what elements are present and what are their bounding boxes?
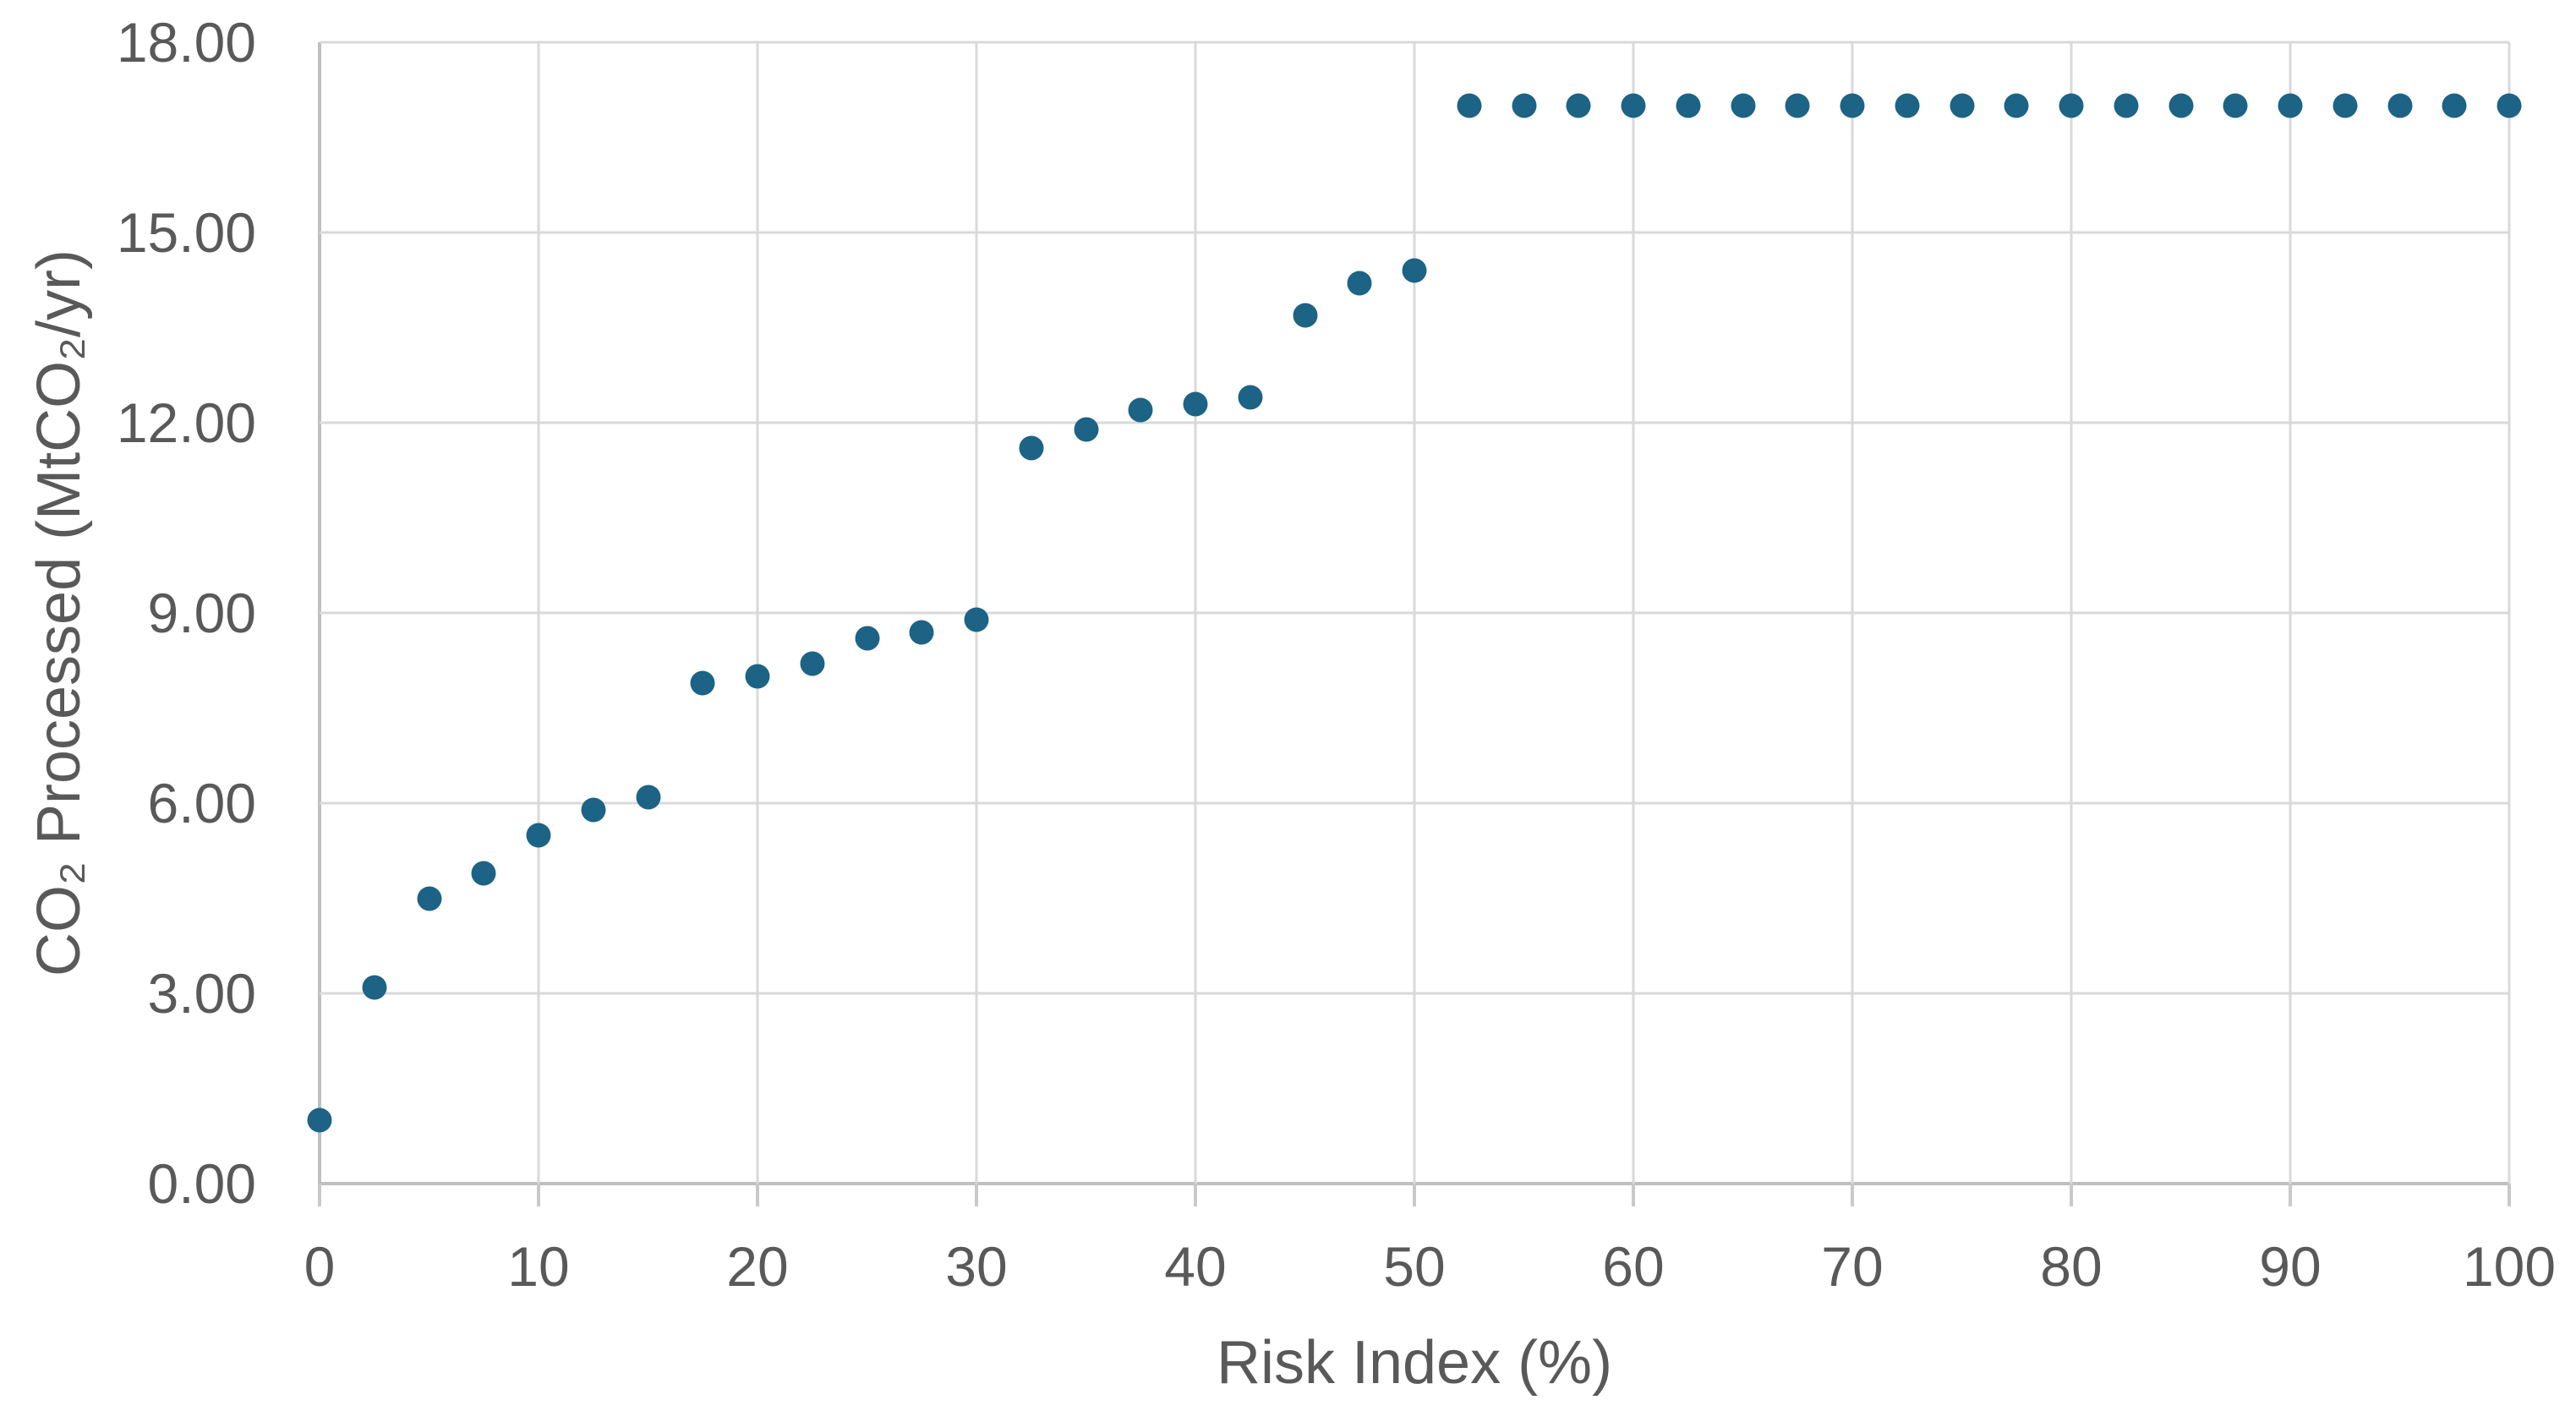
data-point[interactable] (1402, 258, 1427, 283)
data-point[interactable] (1731, 93, 1755, 118)
x-tick-label: 50 (1383, 1235, 1446, 1298)
y-tick-label: 6.00 (147, 772, 256, 834)
x-axis-tick-labels: 0 10 20 30 40 50 60 70 80 90 100 (304, 1234, 2556, 1302)
data-point[interactable] (1512, 93, 1536, 118)
vertical-gridline (1851, 42, 1854, 1184)
data-point[interactable] (2169, 93, 2193, 118)
x-tick-mark (2508, 1184, 2511, 1206)
x-tick-mark (1413, 1184, 1416, 1206)
data-point[interactable] (800, 651, 825, 676)
x-tick-mark (1632, 1184, 1635, 1206)
data-point[interactable] (1950, 93, 1974, 118)
data-point[interactable] (362, 975, 387, 999)
x-tick-label: 40 (1164, 1235, 1227, 1298)
vertical-gridline (1194, 42, 1197, 1184)
vertical-gridline (2508, 42, 2511, 1184)
data-point[interactable] (2278, 93, 2303, 118)
data-point[interactable] (1676, 93, 1701, 118)
data-point[interactable] (581, 797, 606, 822)
data-point[interactable] (526, 823, 551, 847)
data-point[interactable] (1895, 93, 1920, 118)
data-point[interactable] (417, 886, 441, 911)
data-point[interactable] (745, 664, 770, 689)
vertical-gridline (537, 42, 540, 1184)
data-point[interactable] (1785, 93, 1810, 118)
y-tick-label: 12.00 (116, 391, 256, 454)
data-point[interactable] (1019, 435, 1044, 461)
data-point[interactable] (2497, 93, 2522, 118)
data-point[interactable] (2333, 93, 2358, 118)
x-tick-mark (2070, 1184, 2073, 1206)
data-point[interactable] (855, 626, 879, 651)
y-axis-tick-labels: 0.00 3.00 6.00 9.00 12.00 15.00 18.00 (0, 11, 256, 1215)
data-point[interactable] (1457, 93, 1482, 118)
x-tick-mark (756, 1184, 759, 1206)
data-point[interactable] (690, 670, 715, 695)
vertical-gridline (756, 42, 759, 1184)
data-point[interactable] (1074, 417, 1098, 441)
data-point[interactable] (2114, 93, 2139, 118)
data-point[interactable] (1840, 93, 1865, 118)
data-point[interactable] (964, 607, 989, 632)
y-tick-label: 18.00 (116, 11, 256, 74)
data-point[interactable] (909, 620, 934, 644)
data-point[interactable] (471, 861, 496, 885)
data-point[interactable] (1566, 93, 1591, 118)
x-tick-label: 100 (2462, 1235, 2557, 1298)
x-tick-label: 30 (945, 1235, 1008, 1298)
x-axis-ticks (318, 1184, 2511, 1206)
x-tick-label: 60 (1602, 1235, 1665, 1298)
x-tick-label: 70 (1821, 1235, 1884, 1298)
data-point[interactable] (1347, 271, 1372, 296)
data-point[interactable] (2223, 93, 2248, 118)
y-tick-label: 15.00 (116, 201, 256, 264)
data-point[interactable] (1621, 93, 1646, 118)
plot-area (307, 41, 2522, 1184)
data-point[interactable] (2387, 93, 2412, 118)
vertical-gridline (2070, 42, 2073, 1184)
y-tick-label: 3.00 (147, 962, 256, 1025)
x-tick-mark (318, 1184, 321, 1206)
x-axis-title: Risk Index (%) (1216, 1329, 1613, 1397)
x-tick-label: 0 (304, 1235, 336, 1298)
data-point[interactable] (2442, 93, 2467, 118)
data-point[interactable] (307, 1107, 332, 1133)
data-point[interactable] (2059, 93, 2084, 118)
y-tick-label: 0.00 (147, 1152, 256, 1215)
x-tick-mark (2289, 1184, 2292, 1206)
vertical-gridline (1413, 42, 1416, 1184)
data-point[interactable] (1183, 391, 1208, 416)
data-point[interactable] (1128, 397, 1153, 423)
vertical-gridline (1632, 42, 1635, 1184)
x-tick-mark (975, 1184, 978, 1206)
x-tick-label: 10 (507, 1235, 570, 1298)
data-point[interactable] (1293, 303, 1317, 327)
data-point[interactable] (2004, 93, 2029, 118)
x-tick-mark (1851, 1184, 1854, 1206)
x-tick-label: 90 (2259, 1235, 2322, 1298)
x-tick-mark (537, 1184, 540, 1206)
vertical-gridline (2289, 42, 2292, 1184)
data-point[interactable] (636, 785, 660, 809)
data-point[interactable] (1238, 385, 1263, 410)
x-tick-label: 80 (2040, 1235, 2103, 1298)
y-tick-label: 9.00 (147, 582, 256, 644)
x-tick-mark (1194, 1184, 1197, 1206)
x-tick-label: 20 (726, 1235, 789, 1298)
